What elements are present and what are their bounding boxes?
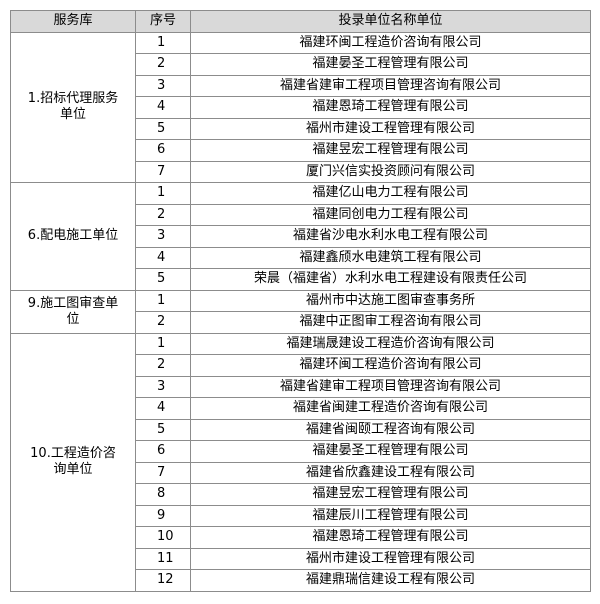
company-name: 福建辰川工程管理有限公司 [190, 504, 591, 527]
table-row: 7 厦门兴信实投资顾问有限公司 [11, 160, 591, 183]
sequence-number: 7 [135, 160, 191, 183]
company-name: 福建鑫颀水电建筑工程有限公司 [190, 246, 591, 269]
company-name: 福建环闽工程造价咨询有限公司 [190, 31, 591, 54]
company-name: 福建同创电力工程有限公司 [190, 203, 591, 226]
sequence-number: 2 [135, 354, 191, 377]
company-name: 福建环闽工程造价咨询有限公司 [190, 354, 591, 377]
company-name: 福建晏圣工程管理有限公司 [190, 53, 591, 76]
sequence-number: 11 [135, 547, 191, 570]
header-cell: 序号 [135, 10, 191, 33]
sequence-number: 3 [135, 375, 191, 398]
company-name: 福建昱宏工程管理有限公司 [190, 139, 591, 162]
company-name: 福建省闽颐工程咨询有限公司 [190, 418, 591, 441]
table-row: 9.施工图审查单位 1 福州市中达施工图审查事务所 [10, 289, 591, 334]
sequence-number: 2 [135, 311, 191, 334]
sequence-number: 12 [135, 569, 191, 592]
sequence-number: 4 [135, 246, 191, 269]
header-row: 服务库 序号 投录单位名称单位 [10, 10, 591, 33]
company-name: 荣晨（福建省）水利水电工程建设有限责任公司 [190, 268, 591, 291]
sequence-number: 9 [135, 504, 191, 527]
sequence-number: 5 [135, 418, 191, 441]
sequence-number: 7 [135, 461, 191, 484]
sequence-number: 3 [135, 225, 191, 248]
table-row: 4 福建恩琦工程管理有限公司 [11, 96, 591, 119]
table-row: 8 福建昱宏工程管理有限公司 [11, 483, 591, 506]
company-name: 福建昱宏工程管理有限公司 [190, 483, 591, 506]
table-row: 5 福州市建设工程管理有限公司 [11, 117, 591, 140]
sequence-number: 1 [135, 332, 191, 355]
company-name: 福州市中达施工图审查事务所 [190, 289, 591, 312]
table-row: 6 福建昱宏工程管理有限公司 [11, 139, 591, 162]
table-body: 1.招标代理服务单位 1 福建环闽工程造价咨询有限公司 2 福建晏圣工程管理有限公司 3 福… [10, 31, 591, 592]
table-row: 10.工程造价咨询单位 1 福建瑞晟建设工程造价咨询有限公司 [10, 332, 591, 592]
sequence-number: 1 [135, 31, 191, 54]
group-name: 6.配电施工单位 [10, 182, 136, 291]
group-name: 1.招标代理服务单位 [10, 31, 136, 183]
sequence-number: 1 [135, 289, 191, 312]
table-row: 2 福建晏圣工程管理有限公司 [11, 53, 591, 76]
company-name: 福州市建设工程管理有限公司 [190, 547, 591, 570]
header-cell: 服务库 [10, 10, 136, 33]
sequence-number: 6 [135, 440, 191, 463]
sequence-number: 2 [135, 203, 191, 226]
group-name: 10.工程造价咨询单位 [10, 332, 136, 592]
table-row: 5 福建省闽颐工程咨询有限公司 [11, 418, 591, 441]
company-name: 福建亿山电力工程有限公司 [190, 182, 591, 205]
service-table: 服务库 序号 投录单位名称单位 1.招标代理服务单位 1 福建环闽工程造价咨询有限公… [10, 10, 591, 592]
sequence-number: 4 [135, 96, 191, 119]
table-row: 7 福建省欣鑫建设工程有限公司 [11, 461, 591, 484]
company-name: 福建省建审工程项目管理咨询有限公司 [190, 74, 591, 97]
sequence-number: 8 [135, 483, 191, 506]
sequence-number: 4 [135, 397, 191, 420]
sequence-number: 5 [135, 117, 191, 140]
company-name: 福州市建设工程管理有限公司 [190, 117, 591, 140]
table-row: 6.配电施工单位 1 福建亿山电力工程有限公司 [10, 182, 591, 291]
company-name: 福建省闽建工程造价咨询有限公司 [190, 397, 591, 420]
sequence-number: 3 [135, 74, 191, 97]
company-name: 厦门兴信实投资顾问有限公司 [190, 160, 591, 183]
company-name: 福建中正图审工程咨询有限公司 [190, 311, 591, 334]
company-name: 福建瑞晟建设工程造价咨询有限公司 [190, 332, 591, 355]
table-row: 5 荣晨（福建省）水利水电工程建设有限责任公司 [11, 268, 591, 291]
table-row: 1.招标代理服务单位 1 福建环闽工程造价咨询有限公司 [10, 31, 591, 183]
sequence-number: 1 [135, 182, 191, 205]
company-name: 福建鼎瑞信建设工程有限公司 [190, 569, 591, 592]
sequence-number: 6 [135, 139, 191, 162]
table-row: 12 福建鼎瑞信建设工程有限公司 [11, 569, 591, 592]
company-name: 福建晏圣工程管理有限公司 [190, 440, 591, 463]
company-name: 福建省建审工程项目管理咨询有限公司 [190, 375, 591, 398]
company-name: 福建省欣鑫建设工程有限公司 [190, 461, 591, 484]
sequence-number: 10 [135, 526, 191, 549]
company-name: 福建恩琦工程管理有限公司 [190, 526, 591, 549]
table-row: 9 福建辰川工程管理有限公司 [11, 504, 591, 527]
header-cell: 投录单位名称单位 [190, 10, 591, 33]
table-row: 3 福建省建审工程项目管理咨询有限公司 [11, 74, 591, 97]
company-name: 福建恩琦工程管理有限公司 [190, 96, 591, 119]
table-row: 6 福建晏圣工程管理有限公司 [11, 440, 591, 463]
sequence-number: 2 [135, 53, 191, 76]
table-row: 11 福州市建设工程管理有限公司 [11, 547, 591, 570]
sequence-number: 5 [135, 268, 191, 291]
company-name: 福建省沙电水利水电工程有限公司 [190, 225, 591, 248]
group-name: 9.施工图审查单位 [10, 289, 136, 334]
